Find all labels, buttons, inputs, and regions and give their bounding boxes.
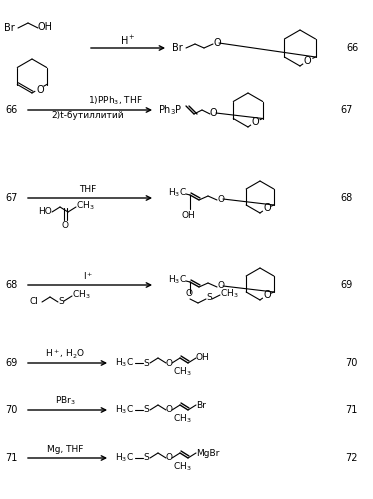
Text: H$^+$, H$_2$O: H$^+$, H$_2$O	[45, 347, 85, 361]
Text: O: O	[217, 281, 224, 290]
Text: S: S	[58, 296, 64, 305]
Text: S: S	[143, 406, 149, 415]
Text: Ph$_3$P: Ph$_3$P	[158, 103, 182, 117]
Text: O: O	[304, 55, 311, 65]
Text: H$_3$C: H$_3$C	[115, 357, 134, 369]
Text: H$_3$C: H$_3$C	[115, 452, 134, 464]
Text: S: S	[143, 358, 149, 367]
Text: 68: 68	[340, 193, 352, 203]
Text: 70: 70	[345, 358, 357, 368]
Text: Br: Br	[172, 43, 183, 53]
Text: O: O	[210, 108, 217, 118]
Text: 66: 66	[5, 105, 17, 115]
Text: OH: OH	[181, 211, 195, 220]
Text: 67: 67	[5, 193, 18, 203]
Text: O: O	[37, 85, 44, 95]
Text: S: S	[206, 293, 212, 302]
Text: 68: 68	[5, 280, 17, 290]
Text: 69: 69	[340, 280, 352, 290]
Text: O: O	[62, 221, 69, 230]
Text: 71: 71	[5, 453, 18, 463]
Text: 69: 69	[5, 358, 17, 368]
Text: 2)t-бутиллитий: 2)t-бутиллитий	[52, 110, 124, 119]
Text: H$^+$: H$^+$	[120, 33, 136, 46]
Text: CH$_3$: CH$_3$	[76, 200, 95, 212]
Text: HO: HO	[38, 208, 52, 217]
Text: OH: OH	[38, 22, 53, 32]
Text: CH$_3$: CH$_3$	[72, 289, 91, 301]
Text: Br: Br	[196, 401, 206, 410]
Text: H$_3$C: H$_3$C	[115, 404, 134, 416]
Text: O: O	[251, 117, 259, 127]
Text: O: O	[213, 38, 220, 48]
Text: 1)PPh$_3$, THF: 1)PPh$_3$, THF	[88, 95, 143, 107]
Text: 71: 71	[345, 405, 357, 415]
Text: O: O	[166, 406, 173, 415]
Text: O: O	[185, 288, 192, 297]
Text: I$^+$: I$^+$	[83, 270, 93, 282]
Text: CH$_3$: CH$_3$	[220, 288, 239, 300]
Text: CH$_3$: CH$_3$	[173, 461, 191, 473]
Text: S: S	[143, 454, 149, 463]
Text: 67: 67	[340, 105, 352, 115]
Text: Cl: Cl	[30, 296, 39, 305]
Text: 70: 70	[5, 405, 18, 415]
Text: PBr$_3$: PBr$_3$	[54, 395, 75, 407]
Text: Mg, THF: Mg, THF	[47, 445, 83, 454]
Text: O: O	[166, 454, 173, 463]
Text: THF: THF	[79, 185, 97, 194]
Text: Br: Br	[4, 23, 15, 33]
Text: 66: 66	[346, 43, 358, 53]
Text: H$_3$C: H$_3$C	[168, 187, 187, 199]
Text: CH$_3$: CH$_3$	[173, 366, 191, 378]
Text: 72: 72	[345, 453, 357, 463]
Text: O: O	[166, 358, 173, 367]
Text: MgBr: MgBr	[196, 449, 219, 458]
Text: O: O	[263, 290, 271, 300]
Text: OH: OH	[196, 352, 210, 361]
Text: O: O	[217, 195, 224, 204]
Text: O: O	[263, 203, 271, 213]
Text: CH$_3$: CH$_3$	[173, 413, 191, 425]
Text: H$_3$C: H$_3$C	[168, 274, 187, 286]
